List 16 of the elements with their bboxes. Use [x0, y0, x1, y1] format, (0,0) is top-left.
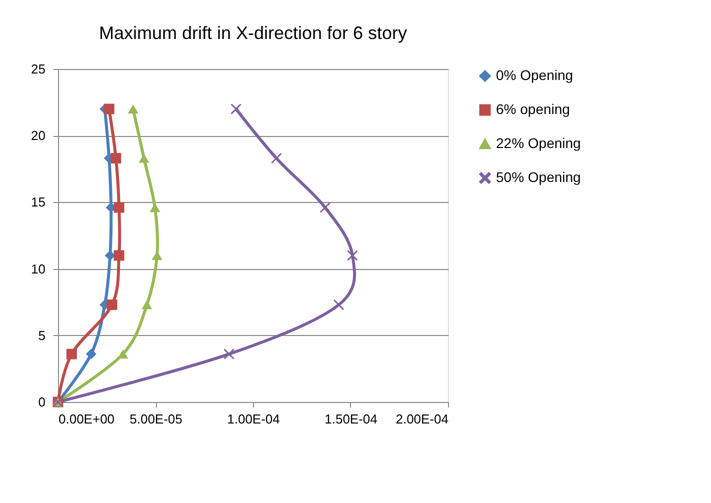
legend-label: 50% Opening: [496, 169, 581, 185]
chart-title: Maximum drift in X-direction for 6 story: [98, 23, 408, 43]
x-tick-label: 5.00E-05: [130, 412, 182, 426]
x-tick-label: 1.50E-04: [324, 412, 378, 426]
x-tick-label: 2.00E-04: [396, 412, 448, 426]
y-tick-label: 0: [38, 394, 46, 410]
legend-label: 6% opening: [496, 101, 570, 117]
legend-label: 22% Opening: [496, 135, 581, 151]
y-tick-label: 20: [31, 128, 46, 144]
y-tick-label: 15: [31, 194, 46, 210]
x-tick-label: 0.00E+00: [58, 412, 115, 426]
y-tick-label: 5: [38, 328, 46, 343]
x-tick-label: 1.00E-04: [227, 412, 280, 426]
y-tick-label: 25: [31, 62, 46, 76]
y-tick-label: 10: [31, 261, 46, 276]
legend-label: 0% Opening: [496, 67, 574, 83]
